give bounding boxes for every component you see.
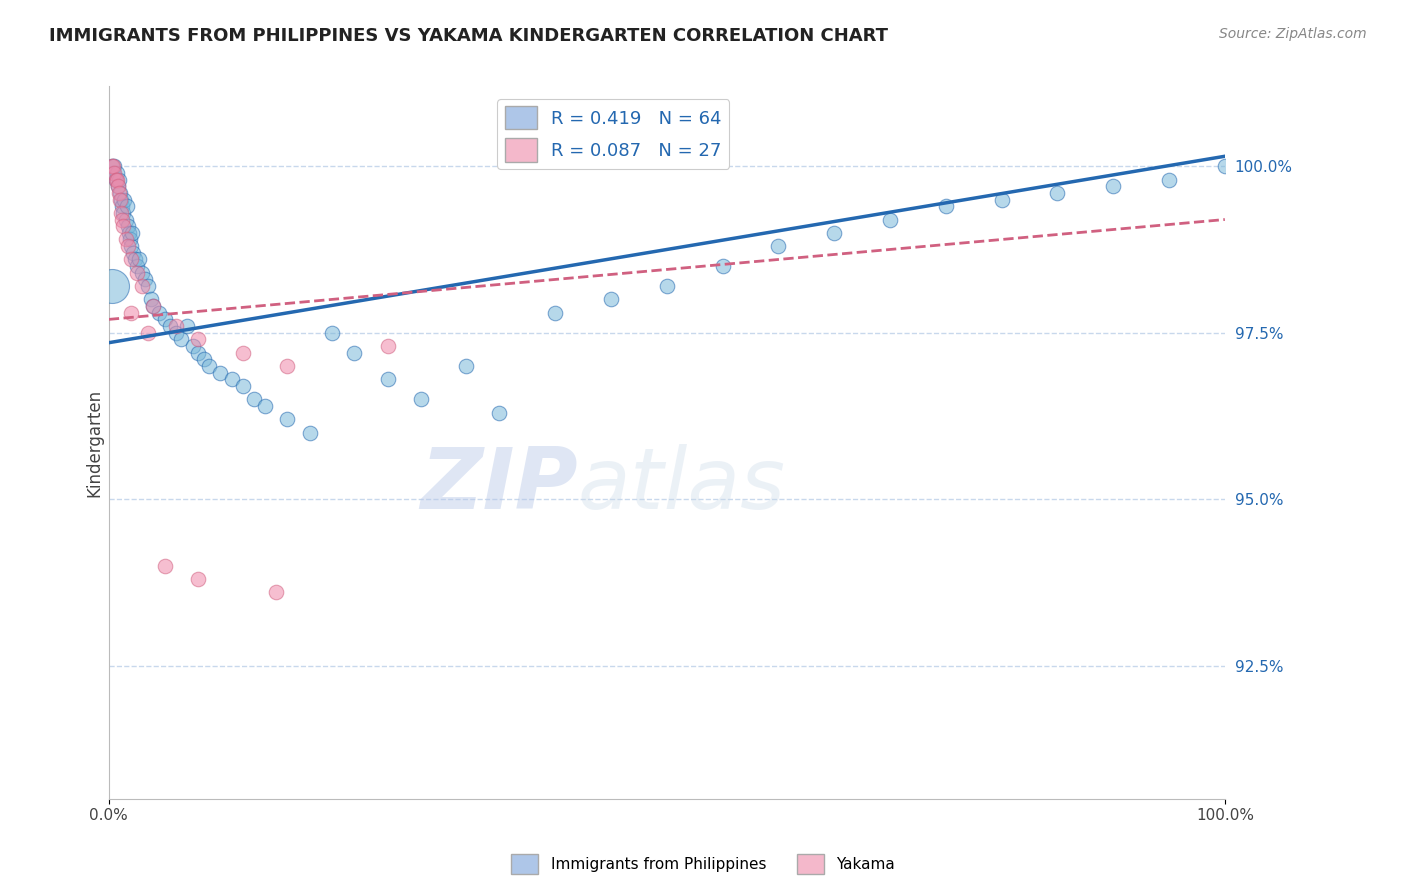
Point xyxy=(103,159,125,173)
Point xyxy=(170,332,193,346)
Point xyxy=(131,266,153,280)
Point xyxy=(254,399,277,413)
Point xyxy=(232,345,254,359)
Point xyxy=(1213,159,1236,173)
Point xyxy=(114,193,136,207)
Point xyxy=(377,339,399,353)
Point xyxy=(128,252,150,267)
Point xyxy=(105,172,128,186)
Point xyxy=(107,179,129,194)
Point xyxy=(120,232,142,246)
Point xyxy=(124,252,146,267)
Point xyxy=(118,226,141,240)
Point xyxy=(187,572,209,586)
Y-axis label: Kindergarten: Kindergarten xyxy=(86,389,103,497)
Point xyxy=(108,193,131,207)
Point xyxy=(411,392,433,407)
Legend: R = 0.419   N = 64, R = 0.087   N = 27: R = 0.419 N = 64, R = 0.087 N = 27 xyxy=(498,99,730,169)
Text: atlas: atlas xyxy=(578,444,786,527)
Point xyxy=(103,166,125,180)
Point xyxy=(112,219,135,234)
Point xyxy=(298,425,321,440)
Legend: Immigrants from Philippines, Yakama: Immigrants from Philippines, Yakama xyxy=(505,848,901,880)
Point xyxy=(232,379,254,393)
Point xyxy=(187,332,209,346)
Point xyxy=(193,352,215,367)
Point xyxy=(221,372,243,386)
Text: IMMIGRANTS FROM PHILIPPINES VS YAKAMA KINDERGARTEN CORRELATION CHART: IMMIGRANTS FROM PHILIPPINES VS YAKAMA KI… xyxy=(49,27,889,45)
Point xyxy=(103,159,125,173)
Point xyxy=(104,172,127,186)
Point xyxy=(544,306,567,320)
Point xyxy=(209,366,232,380)
Text: ZIP: ZIP xyxy=(420,444,578,527)
Point xyxy=(114,212,136,227)
Point xyxy=(103,166,125,180)
Point xyxy=(454,359,477,373)
Point xyxy=(111,212,134,227)
Point xyxy=(101,279,124,293)
Point xyxy=(711,259,734,273)
Point xyxy=(125,266,148,280)
Point xyxy=(121,226,143,240)
Point xyxy=(377,372,399,386)
Text: Source: ZipAtlas.com: Source: ZipAtlas.com xyxy=(1219,27,1367,41)
Point xyxy=(343,345,366,359)
Point xyxy=(120,252,142,267)
Point xyxy=(165,319,187,334)
Point xyxy=(134,272,156,286)
Point xyxy=(117,239,139,253)
Point xyxy=(112,206,135,220)
Point xyxy=(276,412,298,426)
Point xyxy=(243,392,266,407)
Point xyxy=(117,219,139,234)
Point xyxy=(823,226,845,240)
Point xyxy=(136,279,159,293)
Point xyxy=(148,306,170,320)
Point xyxy=(101,159,124,173)
Point xyxy=(153,558,176,573)
Point xyxy=(488,406,510,420)
Point xyxy=(181,339,204,353)
Point xyxy=(114,232,136,246)
Point xyxy=(136,326,159,340)
Point xyxy=(104,172,127,186)
Point xyxy=(176,319,198,334)
Point xyxy=(108,186,131,200)
Point xyxy=(600,293,623,307)
Point xyxy=(105,166,128,180)
Point xyxy=(141,293,163,307)
Point xyxy=(198,359,221,373)
Point xyxy=(142,299,165,313)
Point xyxy=(120,239,142,253)
Point xyxy=(120,306,142,320)
Point xyxy=(879,212,901,227)
Point xyxy=(108,186,131,200)
Point xyxy=(153,312,176,326)
Point xyxy=(108,172,131,186)
Point xyxy=(990,193,1012,207)
Point xyxy=(142,299,165,313)
Point xyxy=(125,259,148,273)
Point xyxy=(1046,186,1069,200)
Point xyxy=(935,199,957,213)
Point xyxy=(187,345,209,359)
Point xyxy=(115,199,138,213)
Point xyxy=(165,326,187,340)
Point xyxy=(1157,172,1180,186)
Point xyxy=(101,159,124,173)
Point xyxy=(111,199,134,213)
Point xyxy=(159,319,181,334)
Point xyxy=(107,179,129,194)
Point xyxy=(276,359,298,373)
Point xyxy=(321,326,343,340)
Point xyxy=(110,193,132,207)
Point xyxy=(655,279,678,293)
Point xyxy=(1102,179,1125,194)
Point xyxy=(131,279,153,293)
Point xyxy=(264,585,287,599)
Point xyxy=(122,245,145,260)
Point xyxy=(110,206,132,220)
Point xyxy=(768,239,790,253)
